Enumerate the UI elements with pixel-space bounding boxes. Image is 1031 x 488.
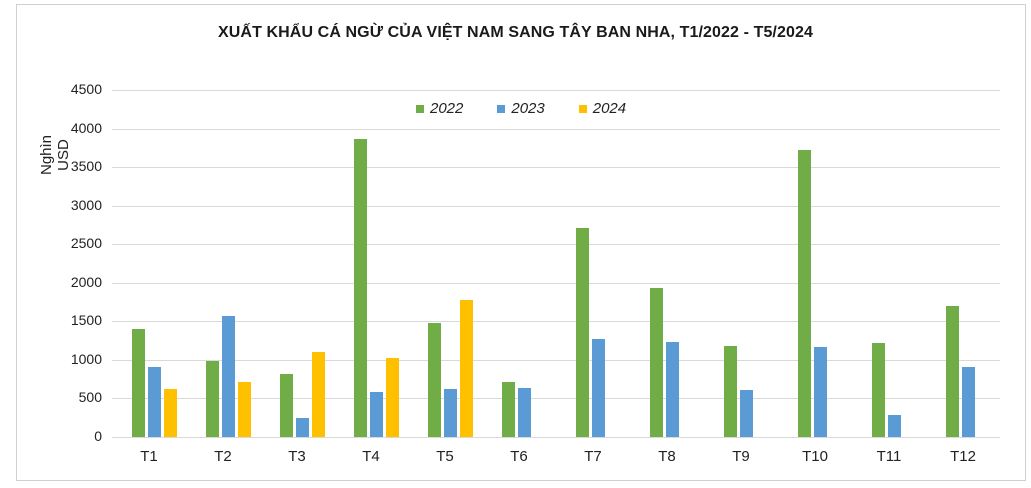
bar-2022-t5	[428, 323, 441, 437]
bar-2023-t5	[444, 389, 457, 437]
bar-2022-t11	[872, 343, 885, 437]
x-tick-label: T12	[950, 448, 976, 465]
bar-2022-t9	[724, 346, 737, 437]
bar-2024-t5	[460, 300, 473, 437]
bar-2023-t12	[962, 367, 975, 437]
bar-2024-t1	[164, 389, 177, 437]
x-tick-label: T7	[584, 448, 602, 465]
legend-label-2024: 2024	[592, 100, 627, 117]
gridline	[112, 244, 1000, 245]
bar-2023-t7	[592, 339, 605, 437]
gridline	[112, 398, 1000, 399]
bar-2022-t3	[280, 374, 293, 437]
gridline	[112, 129, 1000, 130]
x-tick-label: T3	[288, 448, 306, 465]
x-tick-label: T9	[732, 448, 750, 465]
x-tick-label: T6	[510, 448, 528, 465]
bar-2024-t4	[386, 358, 399, 437]
bar-2023-t2	[222, 316, 235, 437]
gridline	[112, 437, 1000, 438]
legend: 2022 2023 2024	[416, 100, 626, 117]
bar-2022-t1	[132, 329, 145, 437]
y-tick-label: 4000	[70, 120, 102, 136]
bar-2022-t10	[798, 150, 811, 437]
y-tick-label: 500	[78, 389, 102, 405]
legend-label-2023: 2023	[511, 100, 545, 117]
bar-2023-t6	[518, 388, 531, 437]
legend-label-2022: 2022	[430, 100, 464, 117]
gridline	[112, 167, 1000, 168]
gridline	[112, 283, 1000, 284]
gridline	[112, 321, 1000, 322]
x-tick-label: T2	[214, 448, 232, 465]
bar-2023-t10	[814, 347, 827, 437]
legend-swatch-2024	[578, 104, 587, 113]
y-tick-label: 3500	[70, 158, 102, 174]
gridline	[112, 206, 1000, 207]
x-tick-label: T11	[876, 448, 902, 465]
legend-item-2024: 2024	[578, 100, 627, 117]
bar-2024-t3	[312, 352, 325, 437]
y-tick-label: 3000	[70, 197, 102, 213]
bar-2024-t2	[238, 382, 251, 437]
chart-title: XUẤT KHẨU CÁ NGỪ CỦA VIỆT NAM SANG TÂY B…	[218, 24, 813, 41]
y-tick-label: 2000	[70, 274, 102, 290]
bar-2023-t1	[148, 367, 161, 437]
legend-swatch-2022	[416, 104, 424, 113]
bar-2023-t11	[888, 415, 901, 437]
bar-2022-t6	[502, 382, 515, 437]
y-tick-label: 4500	[70, 81, 102, 97]
bar-2022-t2	[206, 361, 219, 437]
legend-swatch-2023	[497, 104, 506, 113]
x-tick-label: T1	[140, 448, 158, 465]
bar-2023-t3	[296, 418, 309, 437]
bar-2022-t4	[354, 139, 367, 437]
y-tick-label: 0	[94, 428, 102, 444]
bar-2023-t9	[740, 390, 753, 437]
x-tick-label: T4	[362, 448, 380, 465]
gridline	[112, 90, 1000, 91]
bar-2022-t8	[650, 288, 663, 437]
y-tick-label: 1000	[70, 351, 102, 367]
legend-item-2023: 2023	[497, 100, 545, 117]
x-tick-label: T8	[658, 448, 676, 465]
bar-2022-t7	[576, 228, 589, 437]
bar-2023-t4	[370, 392, 383, 437]
y-tick-label: 1500	[70, 312, 102, 328]
y-tick-label: 2500	[70, 235, 102, 251]
legend-item-2022: 2022	[416, 100, 463, 117]
bar-2023-t8	[666, 342, 679, 437]
gridline	[112, 360, 1000, 361]
bar-2022-t12	[946, 306, 959, 437]
x-tick-label: T5	[436, 448, 454, 465]
x-tick-label: T10	[802, 448, 828, 465]
